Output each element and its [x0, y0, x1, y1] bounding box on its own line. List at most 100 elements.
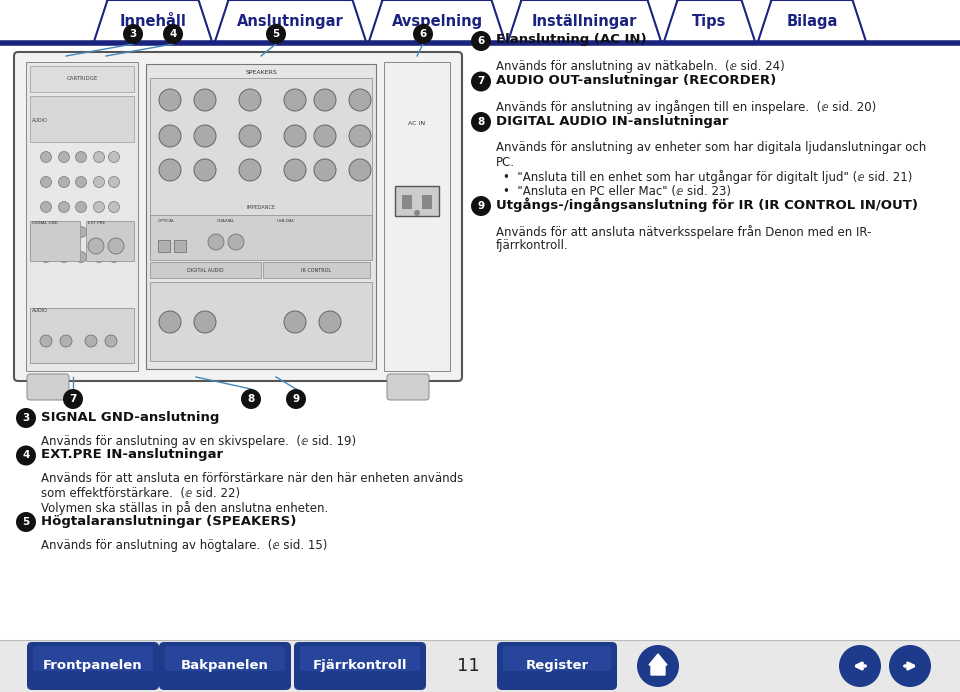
Text: Inställningar: Inställningar [532, 14, 637, 29]
FancyBboxPatch shape [165, 646, 285, 671]
Circle shape [85, 335, 97, 347]
Circle shape [284, 125, 306, 147]
Circle shape [314, 159, 336, 181]
Circle shape [471, 112, 491, 132]
Bar [30, 66, 134, 92]
Text: Bilaga: Bilaga [786, 14, 838, 29]
FancyBboxPatch shape [387, 374, 429, 400]
Bar [150, 215, 372, 260]
Text: EXT PRE: EXT PRE [88, 221, 106, 225]
Text: 7: 7 [477, 77, 485, 86]
Circle shape [194, 311, 216, 333]
Bar [174, 240, 186, 252]
Text: •  "Ansluta till en enhet som har utgångar för digitalt ljud" (ⅇ sid. 21): • "Ansluta till en enhet som har utgånga… [503, 170, 912, 184]
Polygon shape [93, 0, 212, 43]
Circle shape [108, 226, 119, 237]
Bar [26, 62, 138, 371]
Text: 7: 7 [69, 394, 77, 404]
Bar [395, 186, 439, 216]
Text: Används för att ansluta en förförstärkare när den här enheten används: Används för att ansluta en förförstärkar… [41, 473, 464, 486]
FancyBboxPatch shape [14, 52, 462, 381]
Text: 8: 8 [477, 117, 485, 127]
Circle shape [194, 125, 216, 147]
Text: Högtalaranslutningar (SPEAKERS): Högtalaranslutningar (SPEAKERS) [41, 514, 297, 527]
Text: Bakpanelen: Bakpanelen [181, 659, 269, 673]
Text: SIGNAL GND: SIGNAL GND [32, 221, 58, 225]
Circle shape [194, 89, 216, 111]
Circle shape [40, 251, 52, 262]
Text: Används för anslutning av högtalare.  (ⅇ sid. 15): Används för anslutning av högtalare. (ⅇ … [41, 539, 327, 552]
Circle shape [63, 389, 83, 409]
Circle shape [108, 201, 119, 212]
Circle shape [76, 226, 86, 237]
Circle shape [93, 201, 105, 212]
Circle shape [76, 176, 86, 188]
Circle shape [314, 89, 336, 111]
Text: PC.: PC. [496, 156, 515, 168]
Text: Tips: Tips [692, 14, 727, 29]
Bar [86, 221, 134, 261]
Text: SIGNAL GND-anslutning: SIGNAL GND-anslutning [41, 410, 220, 424]
Circle shape [319, 311, 341, 333]
Text: AUDIO: AUDIO [32, 309, 48, 313]
Circle shape [194, 159, 216, 181]
Circle shape [93, 176, 105, 188]
Circle shape [40, 335, 52, 347]
Polygon shape [369, 0, 506, 43]
Text: Volymen ska ställas in på den anslutna enheten.: Volymen ska ställas in på den anslutna e… [41, 502, 328, 516]
Circle shape [59, 201, 69, 212]
Text: 11: 11 [457, 657, 479, 675]
Circle shape [59, 226, 69, 237]
Text: 6: 6 [420, 29, 426, 39]
Text: 4: 4 [22, 450, 30, 460]
Circle shape [159, 311, 181, 333]
Text: som effektförstärkare.  (ⅇ sid. 22): som effektförstärkare. (ⅇ sid. 22) [41, 487, 240, 500]
Circle shape [349, 159, 371, 181]
FancyBboxPatch shape [27, 642, 159, 690]
Bar [146, 64, 376, 369]
Circle shape [40, 152, 52, 163]
Text: CARTRIDGE: CARTRIDGE [66, 77, 98, 82]
Circle shape [60, 335, 72, 347]
Text: •  "Ansluta en PC eller Mac" (ⅇ sid. 23): • "Ansluta en PC eller Mac" (ⅇ sid. 23) [503, 185, 731, 197]
Bar [0, 0, 960, 43]
Circle shape [208, 234, 224, 250]
Bar [150, 78, 372, 254]
Text: AUDIO: AUDIO [32, 118, 48, 122]
Text: 5: 5 [22, 517, 30, 527]
Circle shape [108, 176, 119, 188]
Circle shape [93, 152, 105, 163]
Circle shape [349, 89, 371, 111]
Circle shape [108, 152, 119, 163]
Circle shape [108, 251, 119, 262]
Text: SPEAKERS: SPEAKERS [245, 70, 276, 75]
Circle shape [59, 251, 69, 262]
Text: 4: 4 [169, 29, 177, 39]
Text: 8: 8 [248, 394, 254, 404]
Text: 3: 3 [130, 29, 136, 39]
Circle shape [105, 335, 117, 347]
Text: COAXIAL: COAXIAL [217, 219, 235, 223]
Circle shape [76, 152, 86, 163]
Text: Elanslutning (AC IN): Elanslutning (AC IN) [496, 33, 647, 46]
Text: fjärrkontroll.: fjärrkontroll. [496, 239, 568, 253]
Text: Används för anslutning av ingången till en inspelare.  (ⅇ sid. 20): Används för anslutning av ingången till … [496, 100, 876, 114]
Text: Används för anslutning av enheter som har digitala ljudanslutningar och: Används för anslutning av enheter som ha… [496, 141, 926, 154]
Text: OPTICAL: OPTICAL [157, 219, 175, 223]
Circle shape [159, 159, 181, 181]
Circle shape [123, 24, 143, 44]
Circle shape [163, 24, 183, 44]
Circle shape [284, 89, 306, 111]
Text: AC IN: AC IN [408, 121, 425, 127]
Text: Avspelning: Avspelning [392, 14, 483, 29]
Circle shape [159, 89, 181, 111]
Text: USB-DAC: USB-DAC [276, 219, 296, 223]
Text: Register: Register [525, 659, 588, 673]
Circle shape [414, 210, 420, 216]
Circle shape [93, 251, 105, 262]
Circle shape [76, 251, 86, 262]
Bar [0, 640, 960, 692]
Circle shape [108, 238, 124, 254]
Polygon shape [649, 654, 667, 675]
Circle shape [40, 201, 52, 212]
